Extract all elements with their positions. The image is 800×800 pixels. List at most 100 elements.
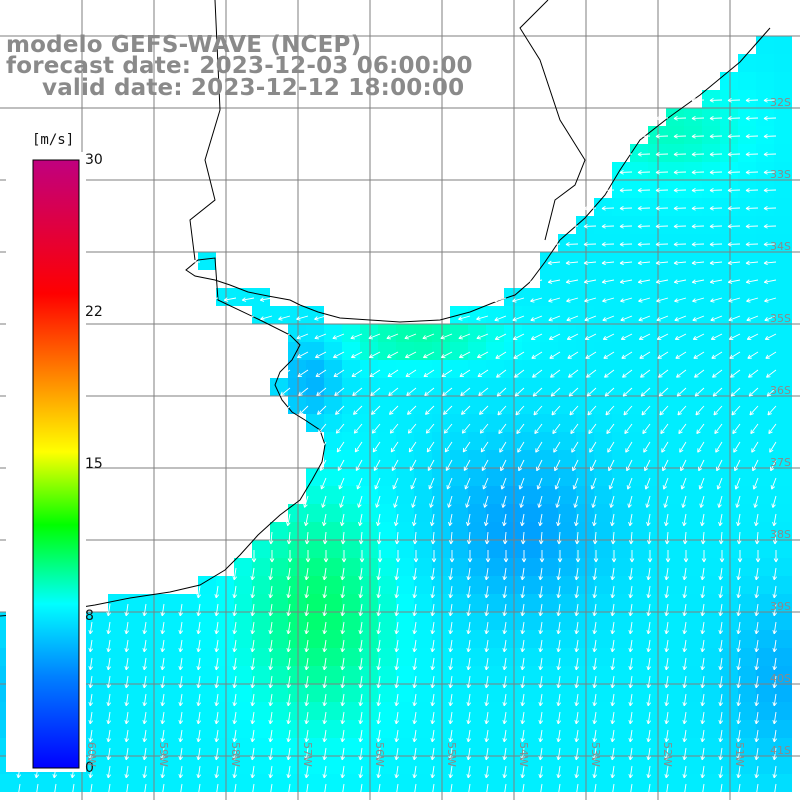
wind-arrow <box>675 351 687 359</box>
wind-speed-cell <box>180 666 198 684</box>
wind-speed-cell <box>486 594 504 612</box>
wind-speed-cell <box>468 612 486 630</box>
wind-speed-cell <box>594 324 612 342</box>
wind-arrows <box>16 98 779 797</box>
wind-arrow <box>673 134 687 139</box>
wind-speed-cell <box>378 666 396 684</box>
wind-arrow <box>745 134 759 139</box>
wind-speed-cell <box>504 414 522 432</box>
wind-arrow <box>664 639 669 653</box>
wind-speed-cell <box>774 612 792 630</box>
wind-arrow <box>124 747 129 761</box>
wind-speed-cell <box>486 522 504 540</box>
wind-speed-cell <box>342 612 360 630</box>
wind-speed-cell <box>576 648 594 666</box>
wind-speed-cell <box>216 630 234 648</box>
wind-speed-cell <box>594 378 612 396</box>
wind-arrow <box>628 693 633 707</box>
wind-speed-cell <box>468 720 486 738</box>
wind-speed-cell <box>774 720 792 738</box>
wind-arrow <box>538 567 543 581</box>
wind-speed-cell <box>756 270 774 288</box>
lon-label-56w: 56W <box>373 742 386 767</box>
wind-arrow <box>464 477 471 490</box>
wind-speed-cell <box>774 252 792 270</box>
wind-speed-cell <box>576 774 594 792</box>
wind-arrow <box>268 711 273 725</box>
wind-speed-cell <box>594 738 612 756</box>
wind-speed-cell <box>558 648 576 666</box>
wind-speed-cell <box>432 756 450 774</box>
wind-arrow <box>448 603 453 617</box>
wind-speed-cell <box>648 234 666 252</box>
wind-speed-cell <box>648 684 666 702</box>
wind-arrow <box>548 333 561 340</box>
wind-arrow <box>304 513 309 527</box>
wind-speed-cell <box>648 666 666 684</box>
wind-speed-cell <box>306 504 324 522</box>
wind-speed-cell <box>540 324 558 342</box>
wind-arrow <box>447 495 453 508</box>
wind-arrow <box>709 224 723 229</box>
wind-arrow <box>250 567 255 581</box>
wind-speed-cell <box>432 558 450 576</box>
wind-speed-cell <box>666 540 684 558</box>
wind-arrow <box>124 621 129 635</box>
wind-arrow <box>232 783 237 797</box>
wind-speed-cell <box>396 540 414 558</box>
wind-arrow <box>520 513 525 527</box>
wind-arrow <box>407 405 417 415</box>
wind-speed-cell <box>738 234 756 252</box>
wind-speed-cell <box>486 486 504 504</box>
wind-speed-cell <box>378 702 396 720</box>
wind-speed-cell <box>90 702 108 720</box>
wind-speed-cell <box>486 414 504 432</box>
wind-arrow <box>445 459 453 471</box>
wind-arrow <box>430 639 435 653</box>
wind-speed-cell <box>702 216 720 234</box>
wind-arrow <box>518 459 525 472</box>
wind-speed-cell <box>540 504 558 522</box>
wind-speed-cell <box>612 342 630 360</box>
wind-speed-cell <box>540 342 558 360</box>
wind-speed-cell <box>702 126 720 144</box>
wind-speed-cell <box>360 594 378 612</box>
wind-speed-cell <box>720 756 738 774</box>
wind-arrow <box>700 603 705 617</box>
wind-arrow <box>714 423 723 435</box>
wind-speed-cell <box>108 684 126 702</box>
wind-speed-cell <box>450 756 468 774</box>
wind-arrow <box>430 513 435 527</box>
wind-speed-cell <box>540 612 558 630</box>
wind-speed-cell <box>720 288 738 306</box>
wind-arrow <box>570 423 579 435</box>
wind-arrow <box>232 765 237 779</box>
wind-speed-cell <box>486 774 504 792</box>
wind-arrow <box>448 729 453 743</box>
wind-arrow <box>422 351 435 359</box>
wind-speed-cell <box>468 594 486 612</box>
wind-arrow <box>214 657 219 671</box>
wind-arrow <box>644 459 651 472</box>
wind-speed-cell <box>324 756 342 774</box>
wind-speed-cell <box>216 738 234 756</box>
wind-speed-cell <box>486 540 504 558</box>
wind-speed-cell <box>468 702 486 720</box>
wind-arrow <box>695 405 705 416</box>
wind-arrow <box>250 675 255 689</box>
wind-arrow <box>322 747 327 761</box>
wind-arrow <box>611 550 617 563</box>
wind-arrow <box>314 315 327 321</box>
wind-speed-cell <box>756 684 774 702</box>
wind-speed-cell <box>774 180 792 198</box>
wind-arrow <box>568 369 579 378</box>
wind-arrow <box>461 405 471 415</box>
wind-speed-cell <box>738 594 756 612</box>
wind-speed-cell <box>450 738 468 756</box>
colorbar-tick-22: 22 <box>85 304 103 320</box>
wind-arrow <box>663 495 669 508</box>
wind-speed-cell <box>216 666 234 684</box>
wind-speed-cell <box>702 144 720 162</box>
wind-arrow <box>250 621 255 635</box>
wind-speed-cell <box>270 540 288 558</box>
